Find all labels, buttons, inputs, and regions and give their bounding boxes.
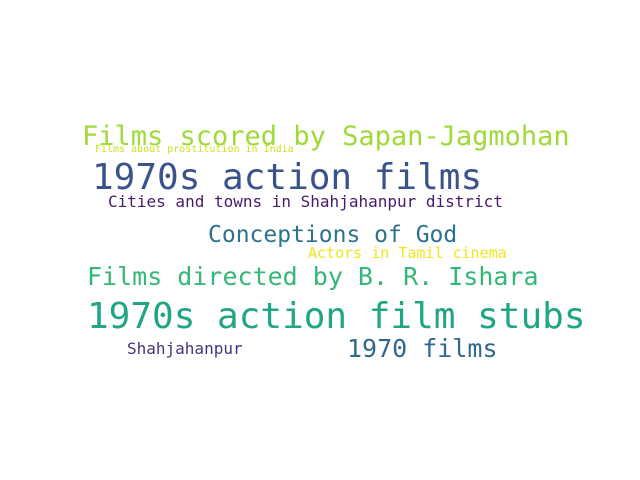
word-shahjahanpur: Shahjahanpur: [127, 339, 243, 358]
word-films-directed-by-b-r-ishara: Films directed by B. R. Ishara: [87, 262, 539, 291]
word-films-scored-by-sapan-jagmohan: Films scored by Sapan-Jagmohan: [82, 121, 570, 152]
word-conceptions-of-god: Conceptions of God: [208, 222, 458, 248]
word-1970s-action-film-stubs: 1970s action film stubs: [87, 296, 586, 337]
word-actors-in-tamil-cinema: Actors in Tamil cinema: [308, 244, 507, 262]
word-films-about-prostitution-in-india: Films about prostitution in India: [95, 144, 294, 155]
word-1970s-action-films: 1970s action films: [92, 157, 483, 198]
word-1970-films: 1970 films: [347, 334, 498, 363]
word-cities-and-towns-in-shahjahanpur-district: Cities and towns in Shahjahanpur distric…: [108, 192, 503, 211]
